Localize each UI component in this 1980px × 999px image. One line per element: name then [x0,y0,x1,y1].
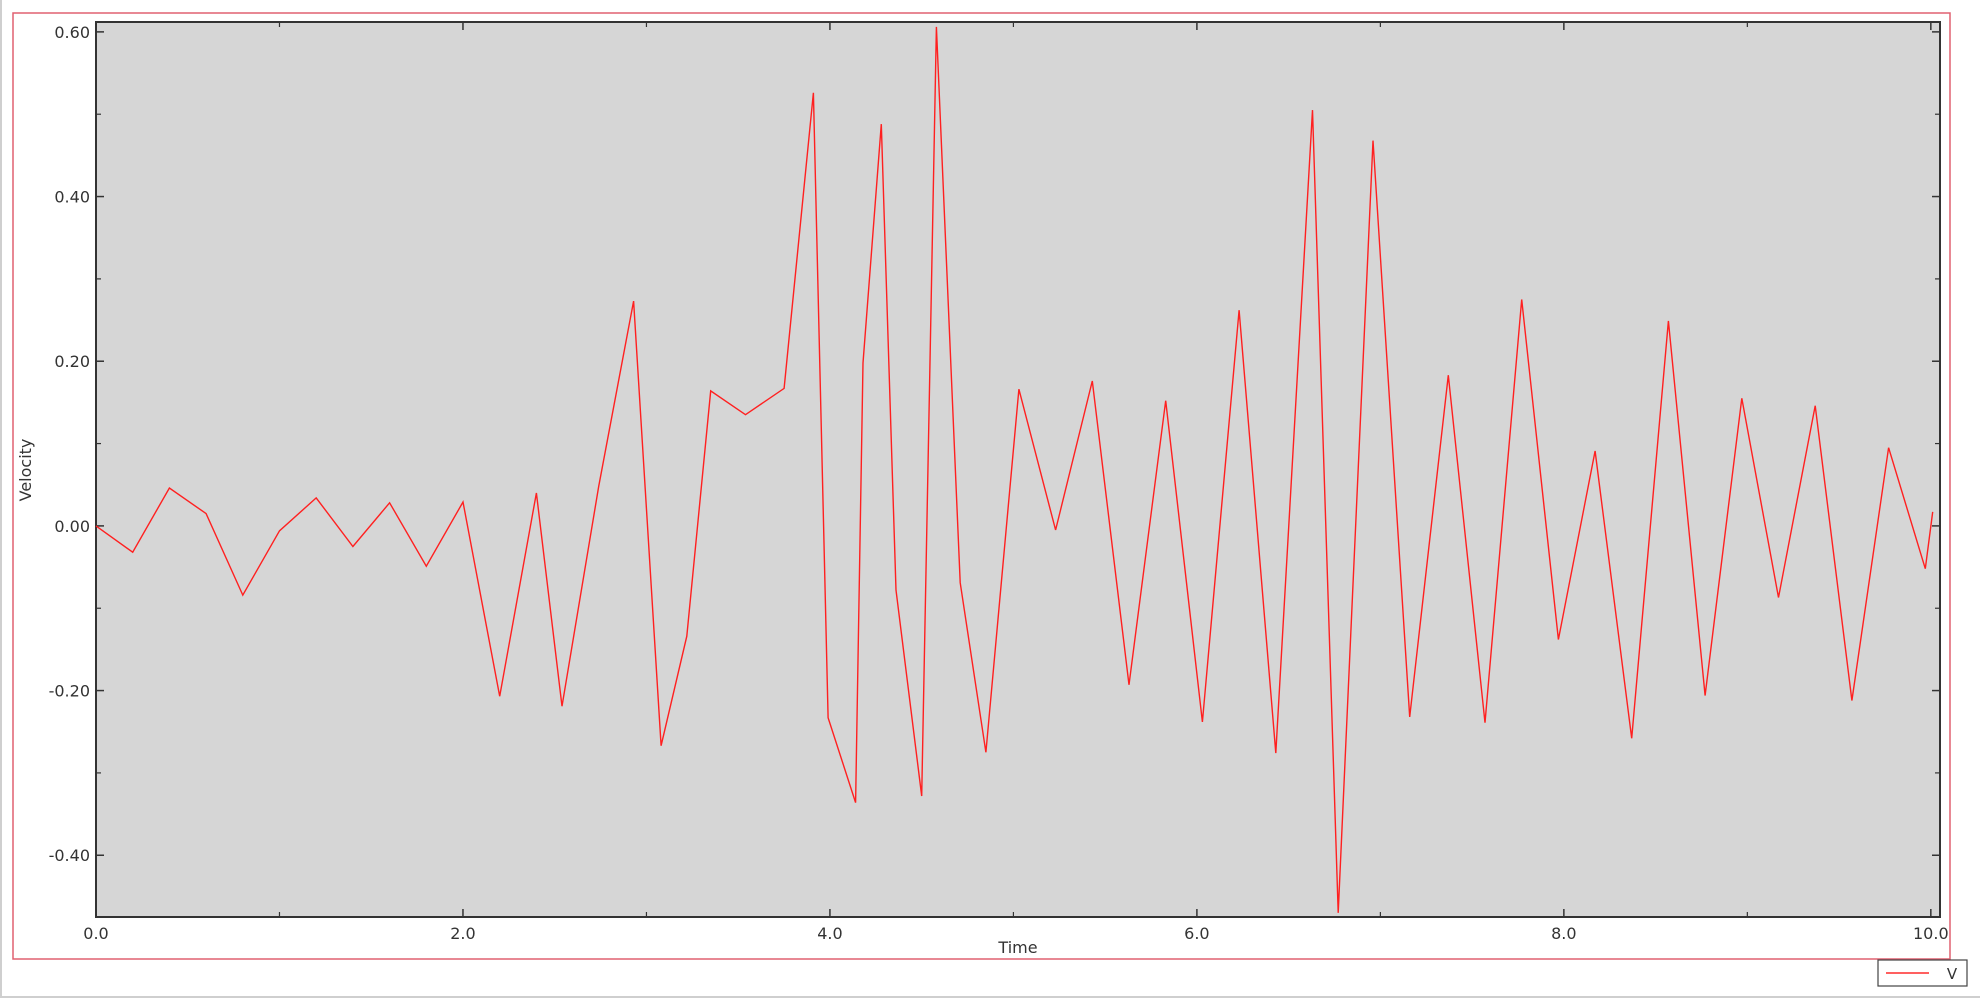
series-line-v [95,26,1934,913]
x-tick-label: 8.0 [1551,924,1576,943]
x-tick-label: 0.0 [83,924,108,943]
y-tick-label: -0.20 [49,682,90,701]
legend: V [1877,959,1968,987]
x-tick-label: 2.0 [450,924,475,943]
y-tick-label: 0.00 [54,517,90,536]
y-axis-label: Velocity [16,439,35,502]
x-axis-label: Time [997,938,1037,957]
y-tick-label: 0.20 [54,352,90,371]
x-tick-label: 10.0 [1913,924,1949,943]
axis-ticks [95,22,1940,917]
x-tick-label: 6.0 [1184,924,1209,943]
x-tick-label: 4.0 [817,924,842,943]
chart-frame [12,12,1951,960]
y-tick-label: 0.40 [54,188,90,207]
plot-area [95,21,1941,918]
y-tick-label: 0.60 [54,23,90,42]
legend-label: V [1947,965,1958,983]
tick-labels: 0.0 2.0 4.0 6.0 8.0 10.0 -0.40 -0.20 0.00 0.20 0.4… [49,23,1949,943]
y-tick-label: -0.40 [49,846,90,865]
